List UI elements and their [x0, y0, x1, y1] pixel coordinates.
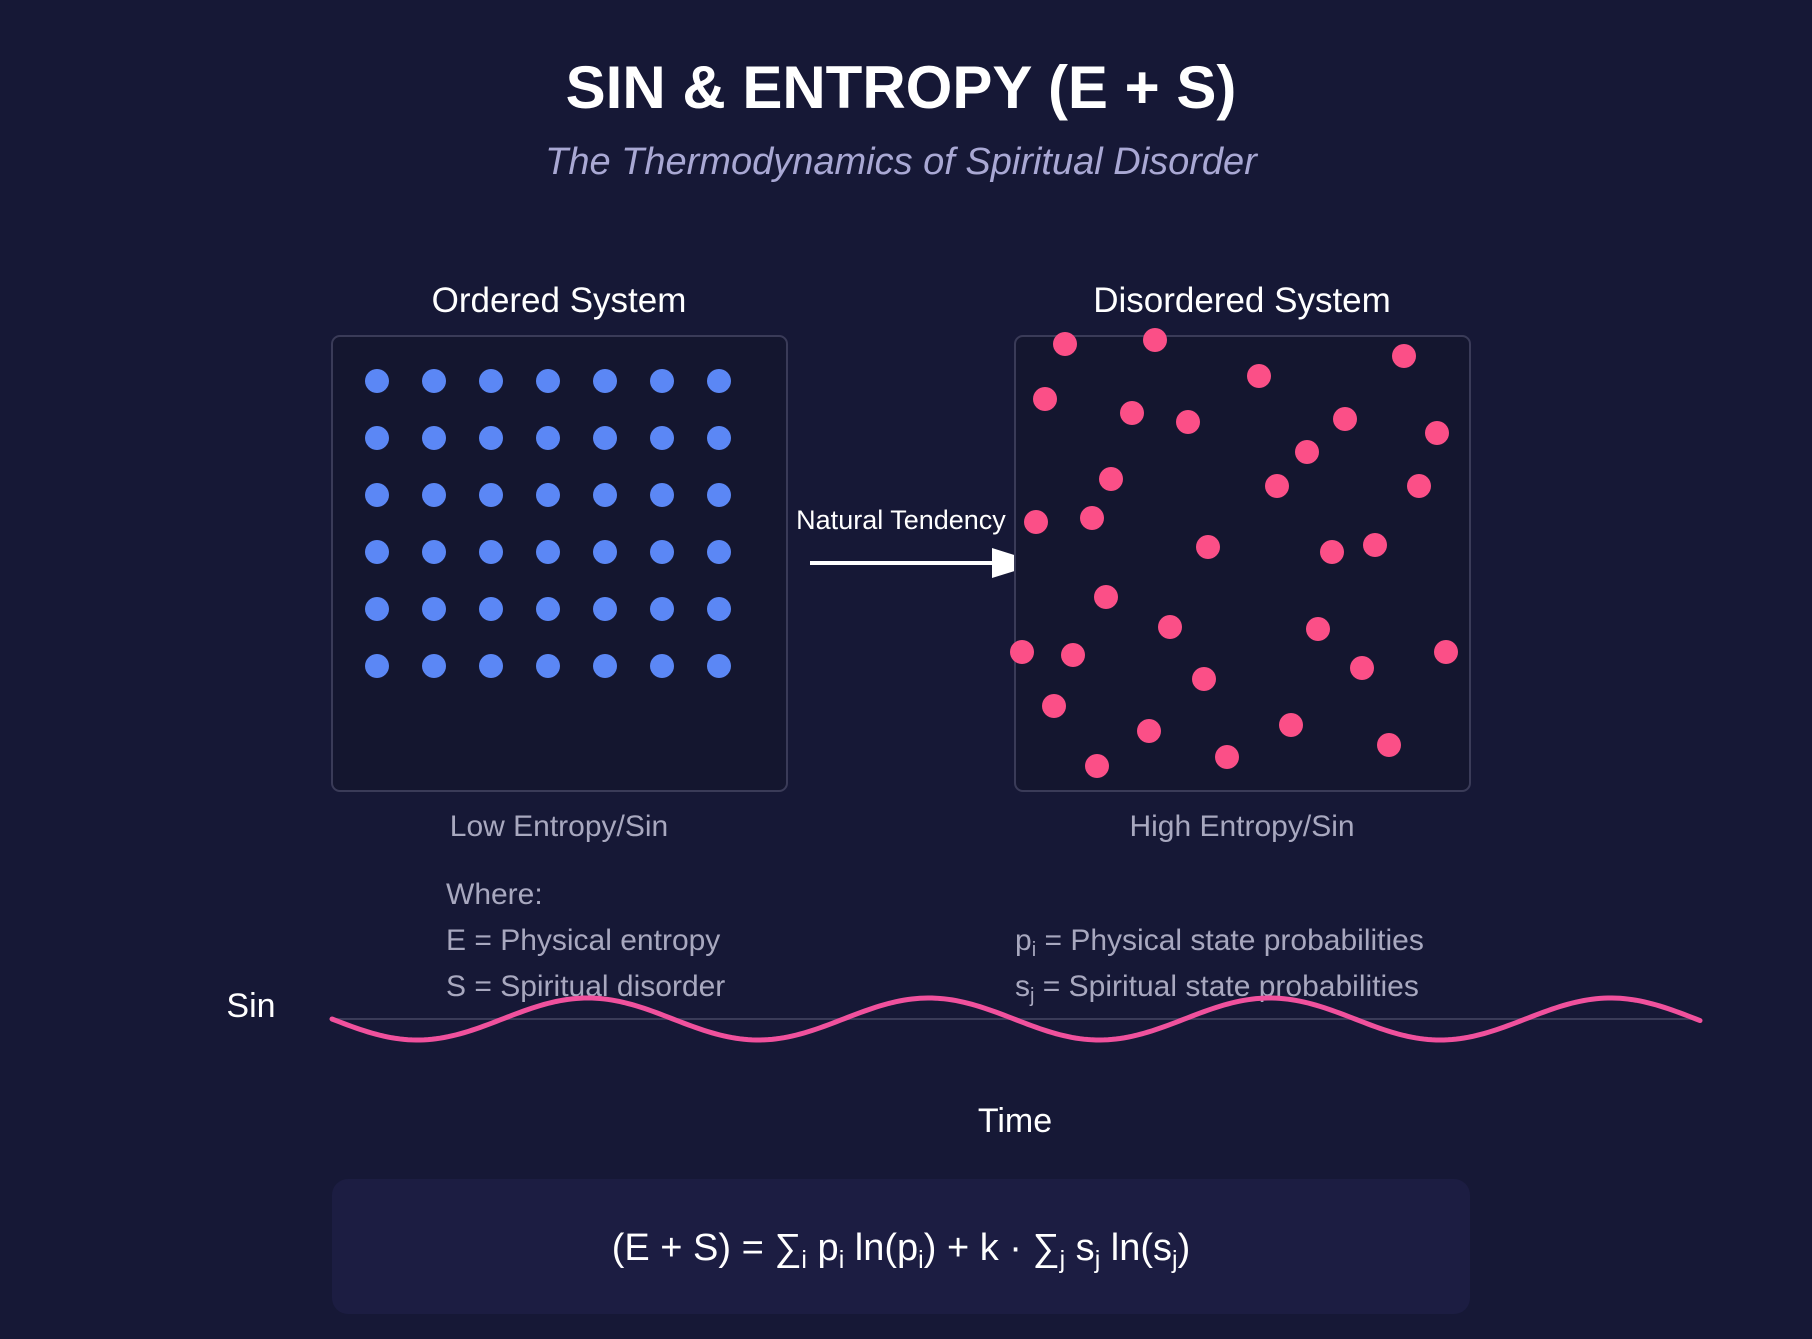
ordered-particle — [707, 654, 731, 678]
disordered-particle — [1434, 640, 1458, 664]
ordered-system-caption: Low Entropy/Sin — [450, 810, 668, 843]
disordered-particle — [1192, 667, 1216, 691]
ordered-particle — [536, 597, 560, 621]
ordered-particle — [536, 369, 560, 393]
formula-box — [332, 1179, 1470, 1314]
ordered-particle — [593, 597, 617, 621]
ordered-particle — [593, 369, 617, 393]
legend-e-definition: E = Physical entropy — [446, 924, 720, 957]
disordered-particle — [1061, 643, 1085, 667]
page-subtitle: The Thermodynamics of Spiritual Disorder — [545, 141, 1258, 183]
disordered-particle — [1333, 407, 1357, 431]
legend-s-prob-definition: sj = Spiritual state probabilities — [1015, 970, 1419, 1007]
formula-text: (E + S) = ∑i pi ln(pi) + k · ∑j sj ln(sj… — [612, 1227, 1191, 1274]
ordered-particle — [479, 483, 503, 507]
ordered-dots-group — [365, 369, 731, 678]
ordered-particle — [707, 483, 731, 507]
disordered-particle — [1377, 733, 1401, 757]
disordered-particle — [1143, 328, 1167, 352]
wave-y-label: Sin — [226, 987, 275, 1025]
ordered-particle — [593, 540, 617, 564]
ordered-particle — [650, 369, 674, 393]
ordered-system-heading: Ordered System — [432, 281, 687, 320]
disordered-particle — [1279, 713, 1303, 737]
disordered-system-heading: Disordered System — [1093, 281, 1391, 320]
disordered-particle — [1094, 585, 1118, 609]
ordered-particle — [365, 426, 389, 450]
ordered-particle — [479, 597, 503, 621]
ordered-particle — [707, 540, 731, 564]
disordered-particle — [1320, 540, 1344, 564]
wave-x-label: Time — [978, 1102, 1052, 1140]
ordered-particle — [479, 369, 503, 393]
ordered-particle — [707, 369, 731, 393]
ordered-system-panel — [331, 335, 788, 792]
ordered-particle — [650, 483, 674, 507]
disordered-particle — [1085, 754, 1109, 778]
sin-wave-line — [329, 995, 1703, 1043]
ordered-particle — [422, 426, 446, 450]
disordered-particle — [1137, 719, 1161, 743]
ordered-particle — [479, 654, 503, 678]
disordered-dots-group — [1010, 328, 1458, 778]
legend-where: Where: — [446, 878, 543, 911]
ordered-particle — [422, 540, 446, 564]
ordered-particle — [536, 426, 560, 450]
arrow-label: Natural Tendency — [796, 505, 1006, 535]
ordered-particle — [365, 540, 389, 564]
ordered-particle — [707, 426, 731, 450]
disordered-particle — [1099, 467, 1123, 491]
legend-p-definition: pi = Physical state probabilities — [1015, 924, 1424, 961]
ordered-particle — [650, 654, 674, 678]
ordered-particle — [365, 597, 389, 621]
disordered-particle — [1295, 440, 1319, 464]
ordered-particle — [593, 483, 617, 507]
disordered-system-panel — [1014, 335, 1471, 792]
ordered-particle — [536, 540, 560, 564]
ordered-particle — [422, 483, 446, 507]
disordered-particle — [1247, 364, 1271, 388]
ordered-particle — [479, 426, 503, 450]
disordered-particle — [1176, 410, 1200, 434]
disordered-particle — [1265, 474, 1289, 498]
ordered-particle — [365, 654, 389, 678]
ordered-particle — [707, 597, 731, 621]
ordered-particle — [650, 597, 674, 621]
ordered-particle — [536, 483, 560, 507]
disordered-particle — [1010, 640, 1034, 664]
disordered-particle — [1425, 421, 1449, 445]
disordered-particle — [1053, 332, 1077, 356]
disordered-particle — [1158, 615, 1182, 639]
ordered-particle — [365, 483, 389, 507]
ordered-particle — [422, 369, 446, 393]
ordered-particle — [479, 540, 503, 564]
disordered-particle — [1120, 401, 1144, 425]
disordered-system-caption: High Entropy/Sin — [1129, 810, 1354, 843]
ordered-particle — [365, 369, 389, 393]
ordered-particle — [422, 654, 446, 678]
disordered-particle — [1042, 694, 1066, 718]
ordered-particle — [650, 540, 674, 564]
ordered-particle — [593, 426, 617, 450]
ordered-particle — [422, 597, 446, 621]
page-title: SIN & ENTROPY (E + S) — [566, 54, 1237, 121]
disordered-particle — [1306, 617, 1330, 641]
disordered-particle — [1350, 656, 1374, 680]
disordered-particle — [1392, 344, 1416, 368]
ordered-particle — [650, 426, 674, 450]
ordered-particle — [593, 654, 617, 678]
disordered-particle — [1024, 510, 1048, 534]
disordered-particle — [1033, 387, 1057, 411]
disordered-particle — [1363, 533, 1387, 557]
ordered-particle — [536, 654, 560, 678]
disordered-particle — [1407, 474, 1431, 498]
disordered-particle — [1196, 535, 1220, 559]
disordered-particle — [1215, 745, 1239, 769]
disordered-particle — [1080, 506, 1104, 530]
